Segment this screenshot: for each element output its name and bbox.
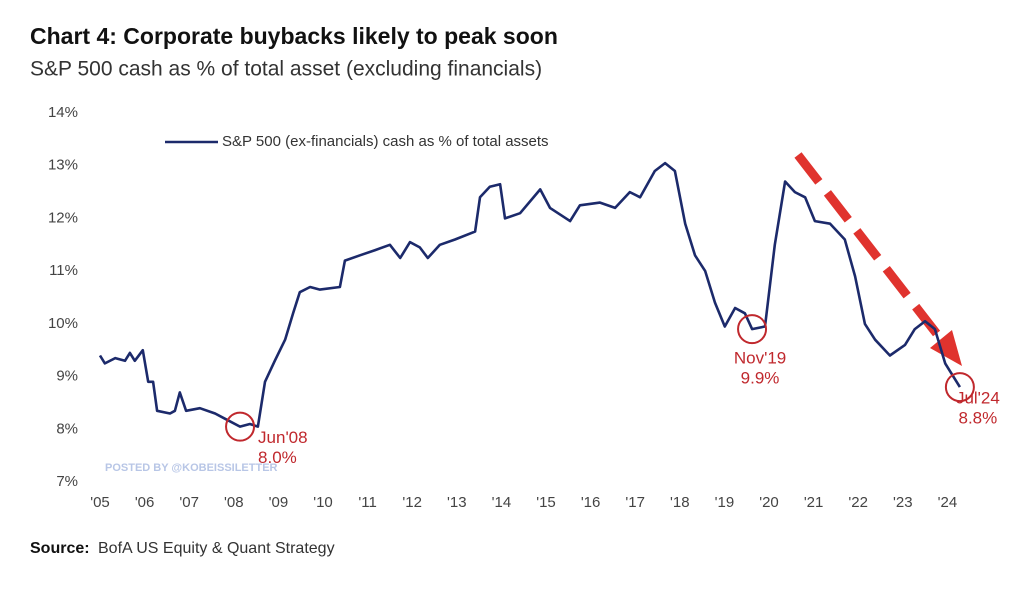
annotation-circle	[737, 314, 768, 345]
x-tick-label: '22	[848, 494, 868, 511]
x-tick-label: '13	[447, 494, 467, 511]
x-tick-label: '23	[893, 494, 913, 511]
y-tick-label: 8%	[56, 420, 78, 437]
x-tick-label: '21	[804, 494, 824, 511]
x-tick-label: '06	[135, 494, 155, 511]
trend-arrow	[794, 152, 962, 366]
chart-subtitle: S&P 500 cash as % of total asset (exclud…	[30, 58, 542, 81]
x-tick-label: '11	[358, 494, 376, 511]
watermark: POSTED BY @KOBEISSILETTER	[105, 462, 278, 474]
source-label: Source:	[30, 540, 90, 557]
annotation-circle	[225, 411, 256, 442]
x-tick-label: '07	[179, 494, 199, 511]
x-tick-label: '05	[90, 494, 110, 511]
x-tick-label: '17	[625, 494, 645, 511]
arrow-shaft	[794, 152, 944, 341]
y-tick-label: 11%	[49, 262, 78, 279]
x-tick-label: '20	[759, 494, 779, 511]
x-tick-label: '12	[402, 494, 422, 511]
x-tick-label: '14	[492, 494, 512, 511]
annotation-circle	[944, 372, 975, 403]
x-tick-label: '24	[938, 494, 958, 511]
y-tick-label: 12%	[48, 209, 78, 226]
x-tick-label: '10	[313, 494, 333, 511]
y-tick-label: 10%	[48, 315, 78, 332]
x-tick-label: '09	[269, 494, 289, 511]
annotation-label: Jul'24	[956, 389, 1000, 408]
y-tick-label: 13%	[48, 157, 78, 174]
y-tick-label: 14%	[48, 104, 78, 121]
x-tick-label: '15	[536, 494, 556, 511]
arrow-head	[930, 330, 962, 366]
annotation-label: Jun'08	[258, 428, 308, 447]
x-tick-label: '18	[670, 494, 690, 511]
data-line	[98, 161, 962, 428]
y-tick-label: 9%	[56, 368, 78, 385]
x-tick-label: '16	[581, 494, 601, 511]
annotation-value: 8.8%	[959, 409, 998, 428]
chart-title: Chart 4: Corporate buybacks likely to pe…	[30, 23, 558, 49]
annotation-value: 8.0%	[258, 448, 297, 467]
x-tick-label: '08	[224, 494, 244, 511]
legend-label: S&P 500 (ex-financials) cash as % of tot…	[222, 133, 549, 150]
annotation-value: 9.9%	[741, 369, 780, 388]
source: BofA US Equity & Quant Strategy	[98, 540, 335, 557]
annotation-label: Nov'19	[734, 349, 786, 368]
x-tick-label: '19	[715, 494, 735, 511]
y-tick-label: 7%	[56, 473, 78, 490]
